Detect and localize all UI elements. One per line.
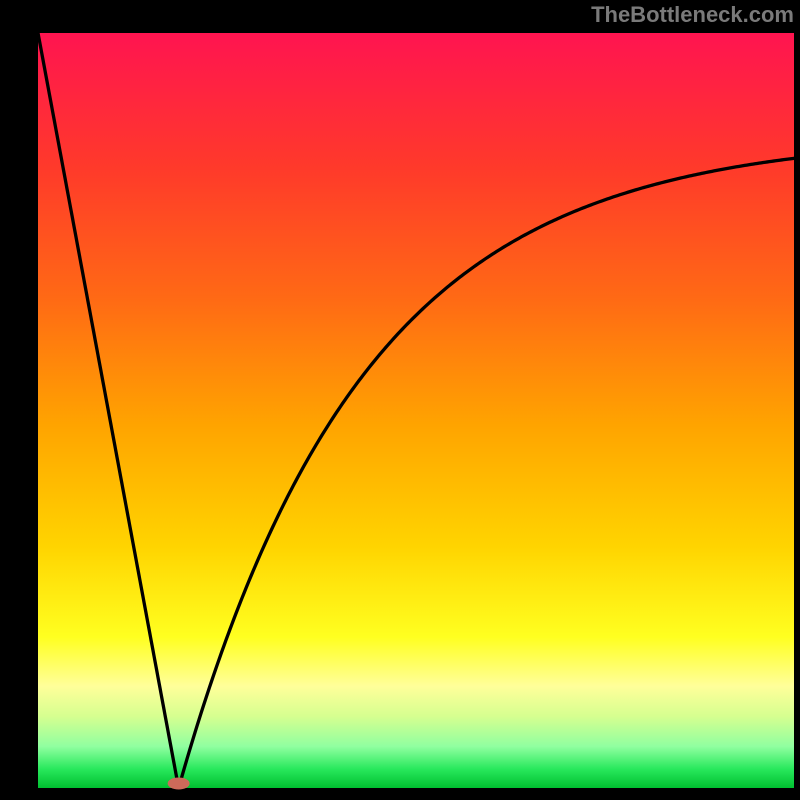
- watermark-text: TheBottleneck.com: [591, 2, 794, 28]
- plot-area: [38, 33, 794, 788]
- chart-svg: [0, 0, 800, 800]
- optimal-marker: [168, 777, 190, 789]
- bottleneck-chart: TheBottleneck.com: [0, 0, 800, 800]
